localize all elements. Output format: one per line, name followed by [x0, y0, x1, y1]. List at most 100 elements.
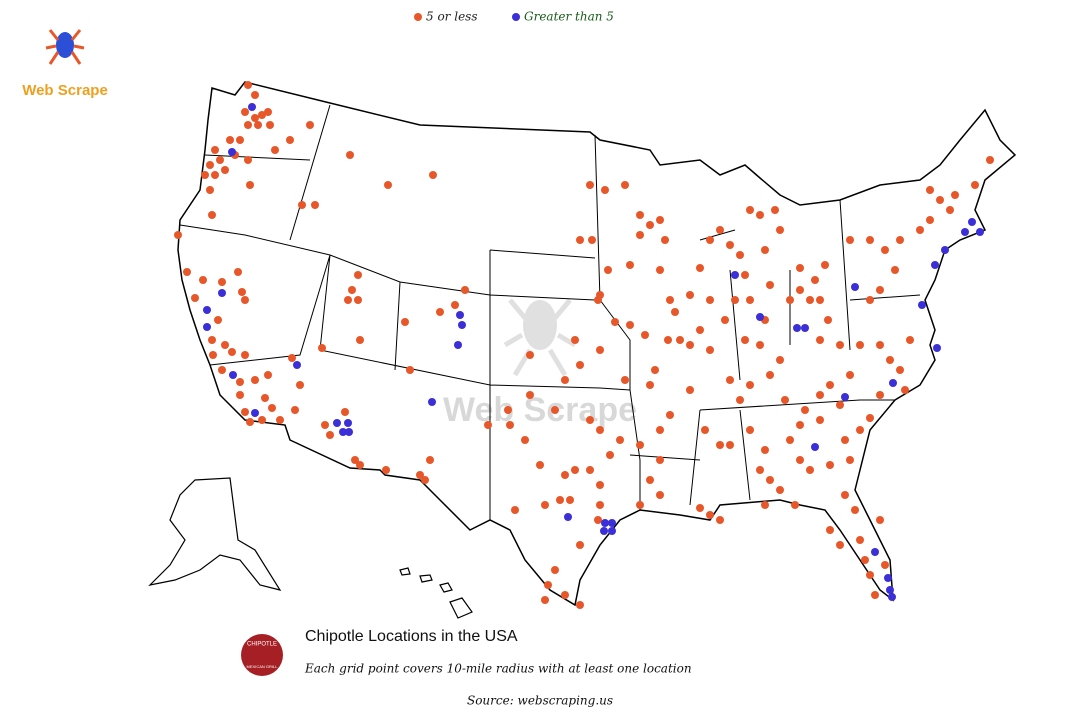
dot-low	[318, 344, 326, 352]
dot-low	[241, 108, 249, 116]
dot-low	[746, 296, 754, 304]
dot-low	[641, 331, 649, 339]
dot-low	[356, 336, 364, 344]
dot-low	[576, 236, 584, 244]
dot-low	[234, 268, 242, 276]
dot-low	[806, 296, 814, 304]
dot-low	[221, 166, 229, 174]
dot-low	[756, 466, 764, 474]
dot-high	[228, 148, 236, 156]
dot-low	[971, 181, 979, 189]
dot-low	[816, 391, 824, 399]
dot-low	[258, 416, 266, 424]
dot-low	[716, 516, 724, 524]
dot-low	[824, 316, 832, 324]
dot-high	[801, 324, 809, 332]
dot-high	[968, 218, 976, 226]
watermark-text: Web Scrape	[443, 391, 637, 429]
dot-low	[311, 201, 319, 209]
dot-high	[793, 324, 801, 332]
dot-low	[244, 81, 252, 89]
dot-low	[876, 391, 884, 399]
dot-low	[551, 566, 559, 574]
dot-low	[746, 426, 754, 434]
alaska-outline	[148, 477, 282, 591]
dot-high	[851, 283, 859, 291]
dot-low	[429, 171, 437, 179]
dot-low	[696, 326, 704, 334]
dot-low	[586, 416, 594, 424]
dot-high	[345, 428, 353, 436]
dot-low	[341, 408, 349, 416]
dot-low	[183, 268, 191, 276]
dot-low	[218, 366, 226, 374]
dot-low	[346, 151, 354, 159]
dot-low	[586, 181, 594, 189]
dot-low	[696, 504, 704, 512]
dot-low	[771, 206, 779, 214]
dot-low	[596, 481, 604, 489]
dot-low	[264, 108, 272, 116]
brand-logo	[241, 634, 283, 676]
dot-high	[961, 228, 969, 236]
dot-low	[851, 506, 859, 514]
dot-low	[236, 391, 244, 399]
dot-low	[926, 216, 934, 224]
dot-low	[228, 348, 236, 356]
dot-low	[586, 466, 594, 474]
dot-high	[931, 261, 939, 269]
dot-low	[756, 341, 764, 349]
dot-low	[791, 501, 799, 509]
state-lines	[179, 104, 921, 520]
dot-low	[776, 226, 784, 234]
dot-low	[271, 146, 279, 154]
dot-low	[741, 271, 749, 279]
dot-low	[646, 381, 654, 389]
dot-low	[796, 421, 804, 429]
dot-low	[746, 206, 754, 214]
dot-low	[916, 226, 924, 234]
dot-high	[889, 379, 897, 387]
subtitle: Each grid point covers 10-mile radius wi…	[304, 662, 692, 676]
dot-low	[816, 336, 824, 344]
dot-high	[884, 574, 892, 582]
dot-low	[504, 406, 512, 414]
dot-low	[836, 541, 844, 549]
dot-low	[621, 376, 629, 384]
dot-low	[286, 136, 294, 144]
dot-low	[596, 346, 604, 354]
dot-high	[333, 419, 341, 427]
dot-low	[866, 296, 874, 304]
dot-low	[571, 336, 579, 344]
dot-low	[382, 466, 390, 474]
dot-high	[218, 289, 226, 297]
dot-low	[841, 491, 849, 499]
title: Chipotle Locations in the USA	[305, 628, 518, 645]
dot-low	[756, 211, 764, 219]
brand-name: CHIPOTLE	[247, 642, 277, 648]
dot-low	[611, 318, 619, 326]
dot-high	[229, 371, 237, 379]
dot-low	[856, 536, 864, 544]
dot-low	[656, 456, 664, 464]
dot-low	[716, 441, 724, 449]
dot-low	[511, 506, 519, 514]
dot-low	[221, 341, 229, 349]
dot-low	[686, 386, 694, 394]
dot-low	[721, 316, 729, 324]
dot-low	[781, 396, 789, 404]
dot-low	[736, 251, 744, 259]
dot-low	[536, 461, 544, 469]
dot-low	[801, 406, 809, 414]
dot-low	[236, 136, 244, 144]
dot-high	[600, 527, 608, 535]
dot-low	[651, 366, 659, 374]
dot-high	[811, 443, 819, 451]
dot-low	[206, 161, 214, 169]
dot-low	[656, 216, 664, 224]
dot-low	[881, 246, 889, 254]
dot-low	[846, 456, 854, 464]
dot-low	[826, 461, 834, 469]
